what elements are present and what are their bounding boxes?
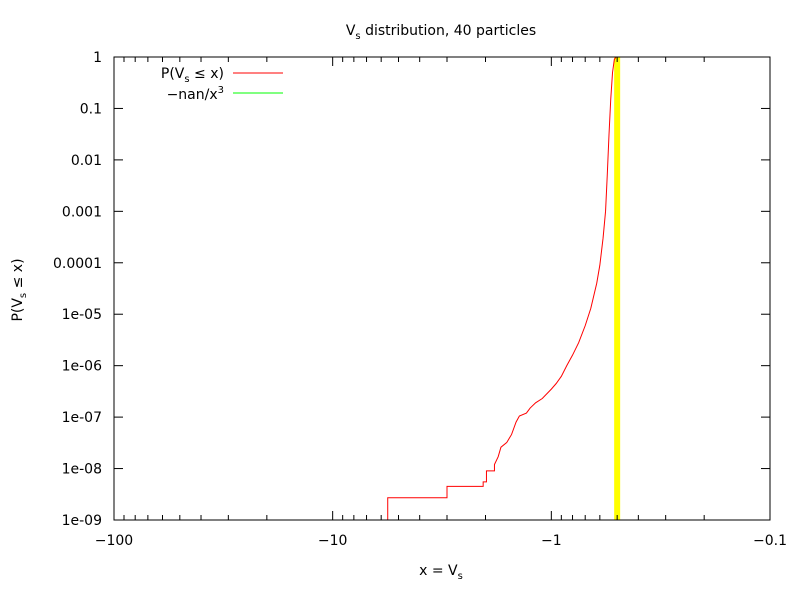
y-tick-label-7: 1e-07 [62, 410, 102, 426]
chart-marks [387, 56, 770, 520]
y-axis-label: P(Vs ≤ x) [10, 258, 29, 321]
y-tick-label-0: 1 [93, 50, 102, 66]
legend: P(Vs ≤ x) −nan/x3 [161, 66, 283, 103]
x-axis-label: x = Vs [419, 563, 463, 582]
legend-label-fit: −nan/x3 [167, 85, 224, 103]
series-line-0 [387, 56, 770, 520]
y-tick-label-8: 1e-08 [62, 462, 102, 478]
chart-title: Vs distribution, 40 particles [346, 23, 536, 42]
y-tick-label-1: 0.1 [80, 101, 102, 117]
x-tick-label-2: −1 [541, 533, 562, 549]
x-tick-label-3: −0.1 [753, 533, 787, 549]
y-tick-label-5: 1e-05 [62, 307, 102, 323]
x-tick-label-0: −100 [95, 533, 133, 549]
y-tick-label-6: 1e-06 [62, 359, 102, 375]
axis-ticks: −100 −10 −1 −0.1 1 0.1 0.01 0.001 0.0001 1e-05 1e-… [53, 50, 787, 549]
y-tick-label-4: 0.0001 [53, 256, 102, 272]
highlight-band-0 [614, 57, 621, 520]
legend-label-cdf: P(Vs ≤ x) [161, 66, 224, 85]
x-tick-label-1: −10 [318, 533, 348, 549]
y-tick-label-3: 0.001 [62, 204, 102, 220]
plot-frame [113, 56, 771, 521]
y-tick-label-2: 0.01 [71, 153, 102, 169]
y-tick-label-9: 1e-09 [62, 513, 102, 529]
